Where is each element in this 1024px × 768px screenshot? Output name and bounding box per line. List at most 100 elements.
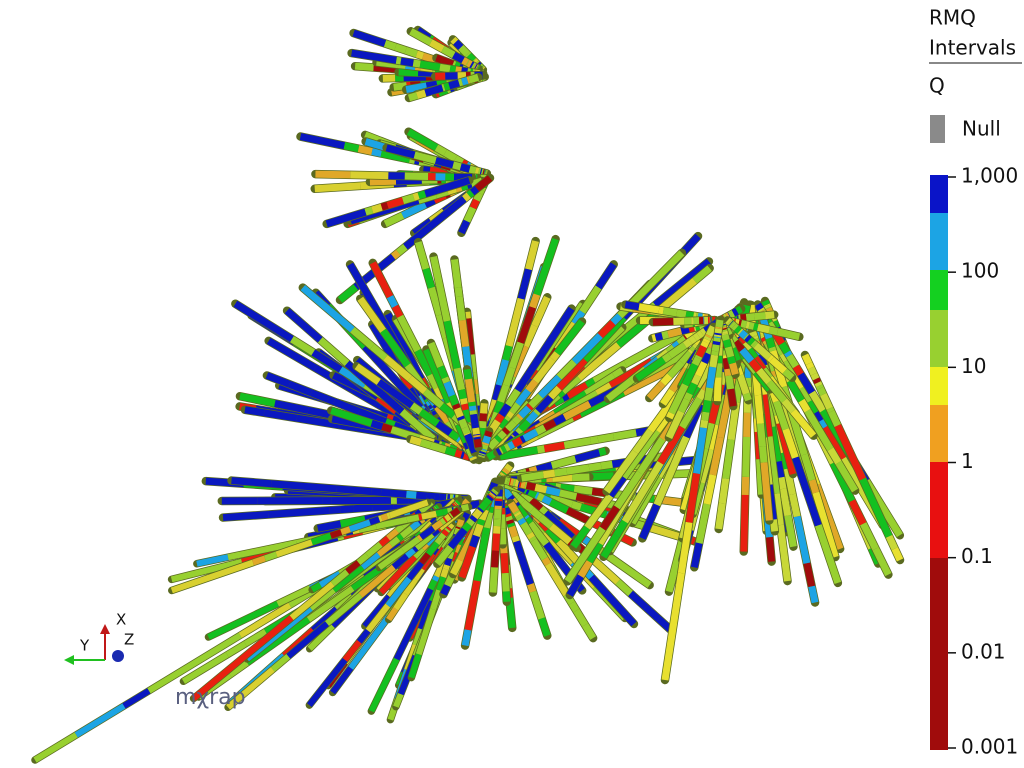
colorbar-band xyxy=(930,367,948,405)
drillhole-interval xyxy=(315,170,351,179)
drillhole-interval xyxy=(783,467,796,496)
drillhole-interval xyxy=(266,337,318,372)
drillhole-interval xyxy=(751,341,759,349)
drillhole-interval xyxy=(468,73,480,84)
drillhole-interval xyxy=(430,255,451,322)
drillhole-interval xyxy=(460,182,468,191)
drillhole-interval xyxy=(501,468,509,475)
drillhole-interval xyxy=(443,149,458,162)
drillhole-interval xyxy=(620,428,661,480)
drillhole-interval xyxy=(403,224,433,250)
drillhole-interval xyxy=(430,527,440,537)
drillhole-interval xyxy=(386,528,399,541)
drillhole-interval xyxy=(746,347,758,361)
drillhole-interval xyxy=(415,608,436,656)
drillhole-interval xyxy=(416,534,423,542)
drillhole-interval xyxy=(679,396,703,430)
drillhole-interval xyxy=(545,462,553,471)
drillhole-interval xyxy=(422,267,435,289)
drillhole-interval xyxy=(570,410,582,422)
drillhole-interval xyxy=(403,577,419,596)
drillhole-interval xyxy=(712,340,721,346)
drillhole-interval xyxy=(413,567,425,581)
drillhole-interval xyxy=(464,318,475,356)
drillhole-interval xyxy=(207,618,243,640)
drillhole-interval xyxy=(705,325,717,337)
drillhole-interval xyxy=(709,354,719,368)
drillhole-interval xyxy=(407,386,420,399)
drillhole-interval xyxy=(736,374,750,395)
drillhole-interval xyxy=(599,505,620,531)
drillhole-interval xyxy=(268,506,330,518)
drillhole-interval xyxy=(817,386,827,396)
drillhole-interval xyxy=(336,485,372,496)
drillhole-interval xyxy=(502,345,513,361)
drillhole-interval xyxy=(460,504,470,512)
drillhole-interval xyxy=(357,145,373,155)
drillhole-interval xyxy=(639,503,661,540)
drillhole-interval xyxy=(380,513,389,522)
drillhole-interval xyxy=(520,480,526,489)
drillhole-interval xyxy=(170,559,254,594)
drillhole-interval xyxy=(479,413,487,422)
drillhole-interval xyxy=(600,460,613,470)
drillhole-interval xyxy=(571,310,586,326)
drillhole-interval xyxy=(763,303,771,308)
drillhole-interval xyxy=(554,467,568,477)
drillhole-interval xyxy=(444,446,457,457)
drillhole-interval xyxy=(554,319,585,356)
drillhole-interval xyxy=(704,387,714,401)
drillhole-interval xyxy=(798,398,811,413)
drillhole-interval xyxy=(661,352,672,363)
drillhole-interval xyxy=(343,142,360,153)
drillhole-interval xyxy=(504,463,513,472)
tick-label: 0.01 xyxy=(961,639,1006,663)
drillhole-interval xyxy=(371,203,383,214)
drillhole-interval xyxy=(792,364,804,377)
drillhole-interval xyxy=(658,278,697,312)
drillhole-interval xyxy=(680,325,690,335)
drillhole-interval xyxy=(299,133,346,150)
drillhole-interval xyxy=(395,405,405,415)
drillhole-interval xyxy=(690,542,703,568)
drillhole-interval xyxy=(729,321,737,329)
drillhole-interval xyxy=(768,426,782,463)
drillhole-interval xyxy=(814,381,823,388)
drillhole-interval xyxy=(525,350,546,376)
drillhole-interval xyxy=(677,521,693,574)
drillhole-interval xyxy=(514,372,532,393)
drillhole-interval xyxy=(499,472,507,478)
drillhole-interval xyxy=(397,314,421,353)
drillhole-interval xyxy=(576,342,621,381)
drillhole-interval xyxy=(430,407,438,412)
drillhole-interval xyxy=(489,567,498,593)
drillhole-interval xyxy=(440,568,449,578)
drillhole-interval xyxy=(420,541,430,551)
drillhole-interval xyxy=(426,543,438,557)
drillhole-interval xyxy=(737,328,744,335)
drillhole-interval xyxy=(441,45,456,59)
drillhole-interval xyxy=(391,556,406,570)
drillhole-interval xyxy=(727,319,733,326)
drillhole-interval xyxy=(347,262,377,306)
drillhole-interval xyxy=(458,319,470,348)
drillhole-interval xyxy=(386,197,405,209)
drillhole-interval xyxy=(122,688,151,709)
drillhole-interval xyxy=(756,323,771,334)
drillhole-interval xyxy=(848,499,867,526)
drillhole-interval xyxy=(534,483,548,494)
null-label: Null xyxy=(962,117,1001,141)
drillhole-interval xyxy=(311,349,343,373)
drillhole-interval xyxy=(543,541,566,569)
drillhole-interval xyxy=(469,61,475,69)
drillhole-interval xyxy=(679,350,694,365)
drillhole-interval xyxy=(523,491,534,503)
drillhole-interval xyxy=(549,498,569,514)
drillhole-interval xyxy=(728,320,735,327)
colorbar-band xyxy=(930,558,948,750)
drillhole-interval xyxy=(556,357,588,391)
drillhole-interval xyxy=(493,400,504,414)
drillhole-interval xyxy=(455,526,463,530)
drillhole-interval xyxy=(288,380,313,397)
drillhole-interval xyxy=(483,511,494,529)
